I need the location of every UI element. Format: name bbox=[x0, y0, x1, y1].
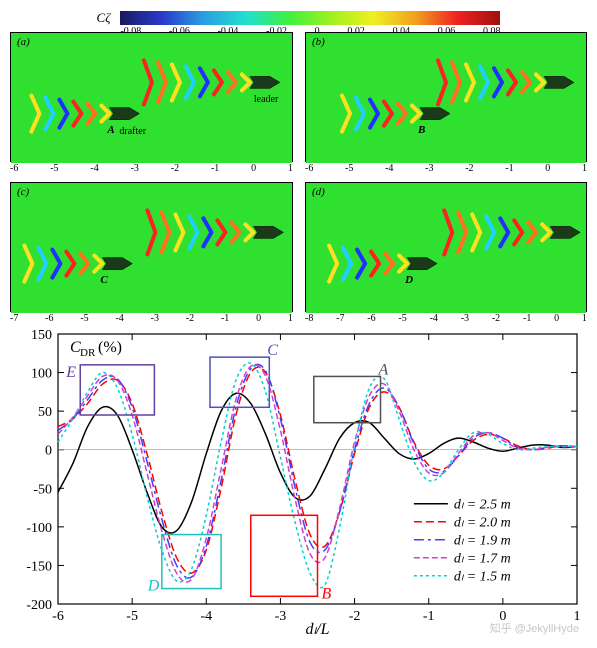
svg-text:E: E bbox=[65, 364, 76, 381]
panel-xtick: -3 bbox=[131, 163, 139, 174]
panel-label: (d) bbox=[312, 186, 325, 198]
panel-xtick: -5 bbox=[398, 313, 406, 324]
colorbar-gradient bbox=[120, 11, 500, 25]
colorbar-label: Cζ bbox=[97, 10, 111, 26]
heatmap-panels: (a) drafter leader A -6 -5 -4 -3 -2 -1 0 1 (b) B -6… bbox=[10, 32, 587, 324]
panel-xtick: -5 bbox=[345, 163, 353, 174]
leader-label: leader bbox=[254, 94, 278, 105]
svg-text:-200: -200 bbox=[26, 598, 52, 613]
svg-text:DR: DR bbox=[80, 347, 96, 359]
panel-xtick: -4 bbox=[115, 313, 123, 324]
panel-xtick: 1 bbox=[582, 313, 587, 324]
ship-caption: C bbox=[100, 274, 107, 286]
panel-xtick: 0 bbox=[554, 313, 559, 324]
svg-text:B: B bbox=[322, 585, 332, 602]
svg-text:0: 0 bbox=[45, 444, 52, 459]
svg-text:50: 50 bbox=[38, 405, 52, 420]
svg-text:-100: -100 bbox=[26, 521, 52, 536]
panel-label: (b) bbox=[312, 36, 325, 48]
panel-xtick: -4 bbox=[90, 163, 98, 174]
panel-a: (a) drafter leader A -6 -5 -4 -3 -2 -1 0 1 bbox=[10, 32, 293, 174]
svg-text:-5: -5 bbox=[126, 609, 138, 624]
colorbar: Cζ -0.08-0.06-0.04-0.0200.020.040.060.08 bbox=[10, 10, 587, 26]
panel-xtick: -1 bbox=[523, 313, 531, 324]
panel-xtick: -1 bbox=[505, 163, 513, 174]
svg-text:D: D bbox=[147, 578, 160, 595]
panel-xtick: 1 bbox=[288, 163, 293, 174]
svg-text:dₗ = 1.9 m: dₗ = 1.9 m bbox=[454, 534, 511, 549]
svg-text:-150: -150 bbox=[26, 559, 52, 574]
svg-text:C: C bbox=[267, 342, 278, 359]
drafter-label: drafter bbox=[119, 126, 146, 137]
panel-xtick: -1 bbox=[211, 163, 219, 174]
panel-xtick: -4 bbox=[430, 313, 438, 324]
panel-xtick: -7 bbox=[10, 313, 18, 324]
colorbar-bar: -0.08-0.06-0.04-0.0200.020.040.060.08 bbox=[120, 11, 500, 25]
panel-xtick: -3 bbox=[461, 313, 469, 324]
panel-d: (d) D -8 -7 -6 -5 -4 -3 -2 -1 0 1 bbox=[305, 182, 587, 324]
svg-text:dₗ/L: dₗ/L bbox=[306, 621, 330, 638]
main-line-chart: -200 -150 -100 -50 0 50 100 150 -6 -5 -4 -3 -2 -1 0 1 E C… bbox=[10, 328, 587, 638]
panel-xtick: -6 bbox=[367, 313, 375, 324]
svg-text:知乎 @JekyllHyde: 知乎 @JekyllHyde bbox=[490, 621, 579, 635]
panel-xtick: 0 bbox=[251, 163, 256, 174]
svg-text:dₗ = 2.5 m: dₗ = 2.5 m bbox=[454, 498, 511, 513]
panel-xtick: 0 bbox=[256, 313, 261, 324]
svg-text:-3: -3 bbox=[275, 609, 287, 624]
svg-text:150: 150 bbox=[31, 328, 52, 343]
panel-xtick: -6 bbox=[45, 313, 53, 324]
panel-xtick: -5 bbox=[80, 313, 88, 324]
panel-b: (b) B -6 -5 -4 -3 -2 -1 0 1 bbox=[305, 32, 587, 174]
svg-text:0: 0 bbox=[499, 609, 506, 624]
panel-label: (a) bbox=[17, 36, 30, 48]
svg-text:-2: -2 bbox=[349, 609, 361, 624]
svg-text:1: 1 bbox=[574, 609, 581, 624]
panel-xtick: 1 bbox=[288, 313, 293, 324]
panel-xtick: -7 bbox=[336, 313, 344, 324]
panel-xtick: -2 bbox=[171, 163, 179, 174]
ship-caption: B bbox=[418, 124, 425, 136]
svg-text:-4: -4 bbox=[200, 609, 212, 624]
panel-xtick: -6 bbox=[305, 163, 313, 174]
panel-xtick: -2 bbox=[465, 163, 473, 174]
panel-xtick: -3 bbox=[151, 313, 159, 324]
svg-text:-1: -1 bbox=[423, 609, 435, 624]
svg-text:A: A bbox=[378, 361, 389, 378]
panel-xtick: -1 bbox=[221, 313, 229, 324]
panel-label: (c) bbox=[17, 186, 29, 198]
panel-xtick: 0 bbox=[545, 163, 550, 174]
panel-xtick: -6 bbox=[10, 163, 18, 174]
panel-xtick: -5 bbox=[50, 163, 58, 174]
panel-xtick: 1 bbox=[582, 163, 587, 174]
svg-text:dₗ = 1.7 m: dₗ = 1.7 m bbox=[454, 552, 511, 567]
svg-text:dₗ = 1.5 m: dₗ = 1.5 m bbox=[454, 570, 511, 585]
svg-text:(%): (%) bbox=[98, 339, 122, 356]
svg-text:dₗ = 2.0 m: dₗ = 2.0 m bbox=[454, 516, 511, 531]
ship-caption: D bbox=[405, 274, 413, 286]
svg-text:-6: -6 bbox=[52, 609, 64, 624]
svg-text:-50: -50 bbox=[33, 482, 52, 497]
panel-xtick: -8 bbox=[305, 313, 313, 324]
panel-xtick: -2 bbox=[186, 313, 194, 324]
svg-text:100: 100 bbox=[31, 367, 52, 382]
panel-xtick: -4 bbox=[385, 163, 393, 174]
panel-xtick: -3 bbox=[425, 163, 433, 174]
panel-c: (c) C -7 -6 -5 -4 -3 -2 -1 0 1 bbox=[10, 182, 293, 324]
ship-caption: A bbox=[107, 124, 114, 136]
panel-xtick: -2 bbox=[492, 313, 500, 324]
